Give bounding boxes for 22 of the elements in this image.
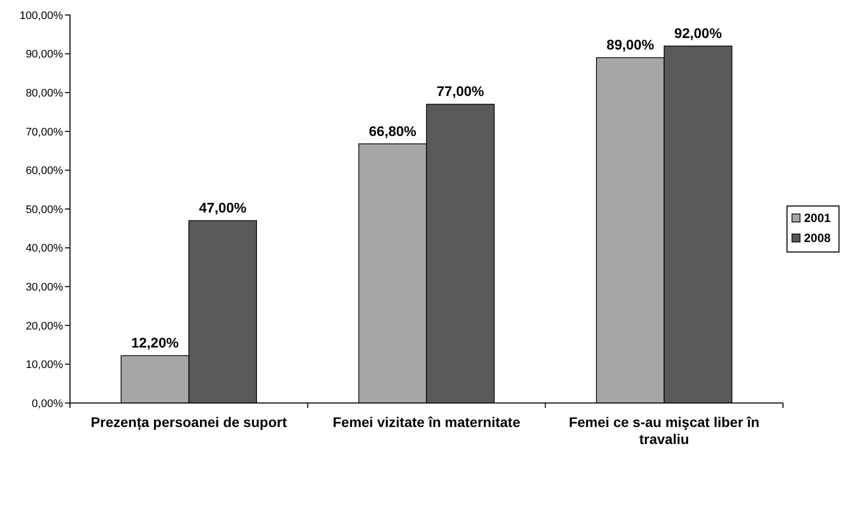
data-label: 47,00% [198,200,247,216]
legend-label: 2008 [804,231,832,245]
y-tick-label: 50,00% [26,204,64,216]
y-tick-label: 30,00% [26,281,64,294]
y-tick-label: 90,00% [26,48,64,61]
data-label: 77,00% [436,83,485,100]
data-label: 92,00% [674,25,722,42]
y-tick-label: 70,00% [26,126,64,138]
data-label: 89,00% [606,36,655,53]
y-tick-label: 20,00% [26,320,64,332]
data-label: 66,80% [368,122,417,139]
legend-label: 2001 [804,211,832,225]
y-tick-label: 0,00% [32,398,64,410]
y-tick-label: 10,00% [26,359,64,372]
data-label: 12,20% [131,334,180,351]
y-tick-label: 40,00% [26,242,64,255]
y-tick-label: 60,00% [26,165,64,178]
x-tick-label: Prezența persoanei de suport [90,414,288,431]
x-tick-label: Femei vizitate în maternitate [332,414,520,430]
y-tick-label: 100,00% [20,10,64,22]
x-tick-label: Femei ce s-au mişcat liber în travaliu [568,414,760,447]
y-tick-label: 80,00% [26,87,64,100]
